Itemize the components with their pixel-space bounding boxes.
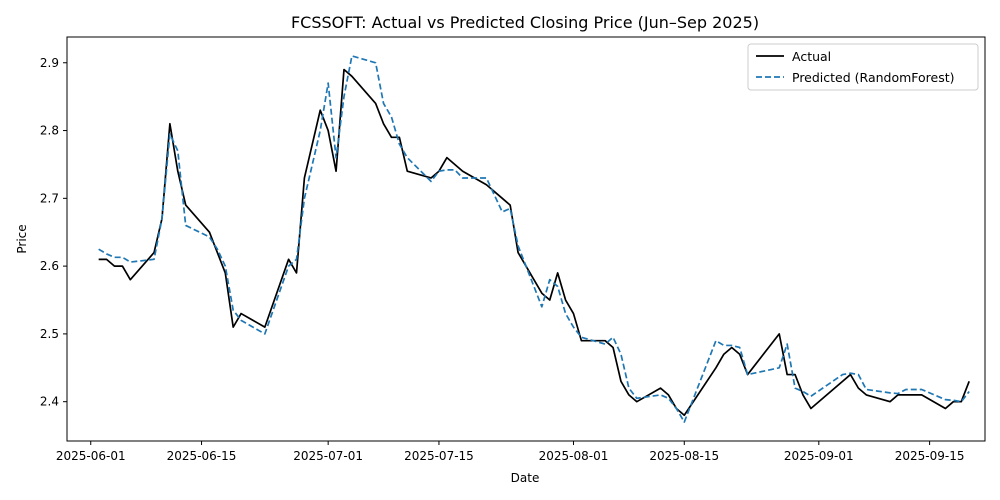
y-tick-label-5: 2.9 bbox=[40, 56, 59, 70]
series-line-actual bbox=[98, 68, 970, 417]
x-tick-label-2: 2025-07-01 bbox=[293, 449, 363, 463]
chart-title: FCSSOFT: Actual vs Predicted Closing Pri… bbox=[291, 13, 759, 32]
legend: Actual Predicted (RandomForest) bbox=[747, 43, 979, 91]
y-axis: 2.4 2.5 2.6 2.7 2.8 2.9 bbox=[40, 56, 67, 409]
legend-actual-label: Actual bbox=[792, 49, 831, 64]
x-tick-label-5: 2025-08-15 bbox=[649, 449, 719, 463]
y-tick-label-2: 2.6 bbox=[40, 259, 59, 273]
y-tick-label-0: 2.4 bbox=[40, 395, 59, 409]
y-tick-label-4: 2.8 bbox=[40, 124, 59, 138]
plot-area bbox=[98, 55, 970, 423]
x-tick-label-0: 2025-06-01 bbox=[56, 449, 126, 463]
y-tick-label-1: 2.5 bbox=[40, 327, 59, 341]
x-tick-label-7: 2025-09-15 bbox=[895, 449, 965, 463]
plot-frame bbox=[66, 36, 986, 442]
x-tick-label-3: 2025-07-15 bbox=[404, 449, 474, 463]
series-line-predicted bbox=[98, 55, 970, 423]
x-tick-label-6: 2025-09-01 bbox=[784, 449, 854, 463]
legend-predicted-label: Predicted (RandomForest) bbox=[792, 70, 955, 85]
y-axis-label: Price bbox=[15, 224, 29, 253]
x-tick-label-4: 2025-08-01 bbox=[539, 449, 609, 463]
x-axis: 2025-06-01 2025-06-15 2025-07-01 2025-07-15… bbox=[56, 441, 965, 463]
x-tick-label-1: 2025-06-15 bbox=[167, 449, 237, 463]
y-tick-label-3: 2.7 bbox=[40, 191, 59, 205]
x-axis-label: Date bbox=[511, 471, 540, 485]
legend-box bbox=[747, 43, 979, 91]
